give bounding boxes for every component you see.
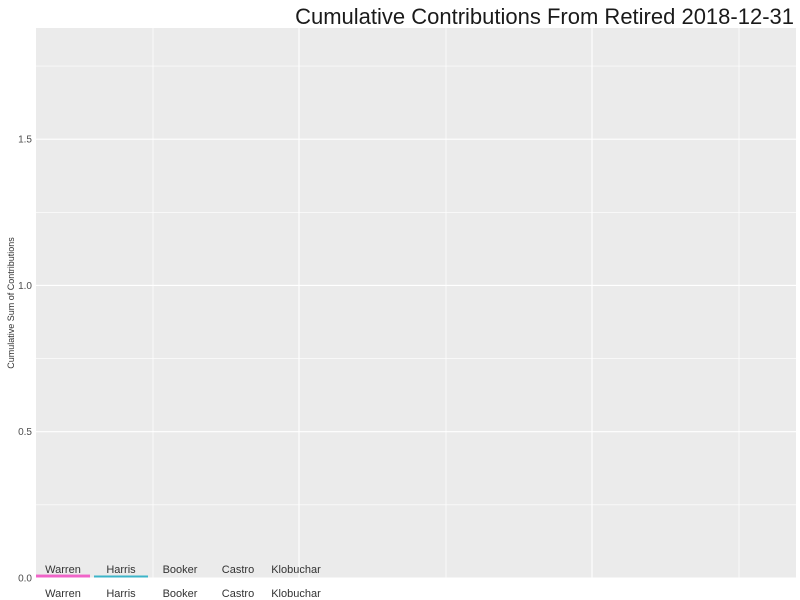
bar-label: Booker	[163, 564, 198, 576]
y-axis-label: Cumulative Sum of Contributions	[6, 237, 16, 369]
bar-label: Castro	[222, 564, 254, 576]
plot-panel	[36, 28, 796, 578]
grid-lines	[36, 28, 796, 579]
bar-label: Warren	[45, 564, 81, 576]
x-tick-label: Warren	[45, 588, 81, 600]
bar	[36, 574, 90, 578]
x-tick-label: Castro	[222, 588, 254, 600]
y-tick-label: 0.5	[18, 427, 32, 438]
x-tick-label: Booker	[163, 588, 198, 600]
y-tick-label: 1.0	[18, 281, 32, 292]
y-axis-ticks: 0.0 0.5 1.0 1.5	[18, 135, 32, 585]
x-tick-label: Klobuchar	[271, 588, 321, 600]
bar-label: Harris	[106, 564, 136, 576]
bars	[36, 574, 148, 578]
y-tick-label: 0.0	[18, 574, 32, 585]
category-labels: Warren Warren Harris Harris Booker Booker Cast…	[45, 564, 321, 600]
chart-title: Cumulative Contributions From Retired 20…	[295, 4, 794, 29]
bar-label: Klobuchar	[271, 564, 321, 576]
x-tick-label: Harris	[106, 588, 136, 600]
y-tick-label: 1.5	[18, 135, 32, 146]
bar	[94, 575, 148, 578]
